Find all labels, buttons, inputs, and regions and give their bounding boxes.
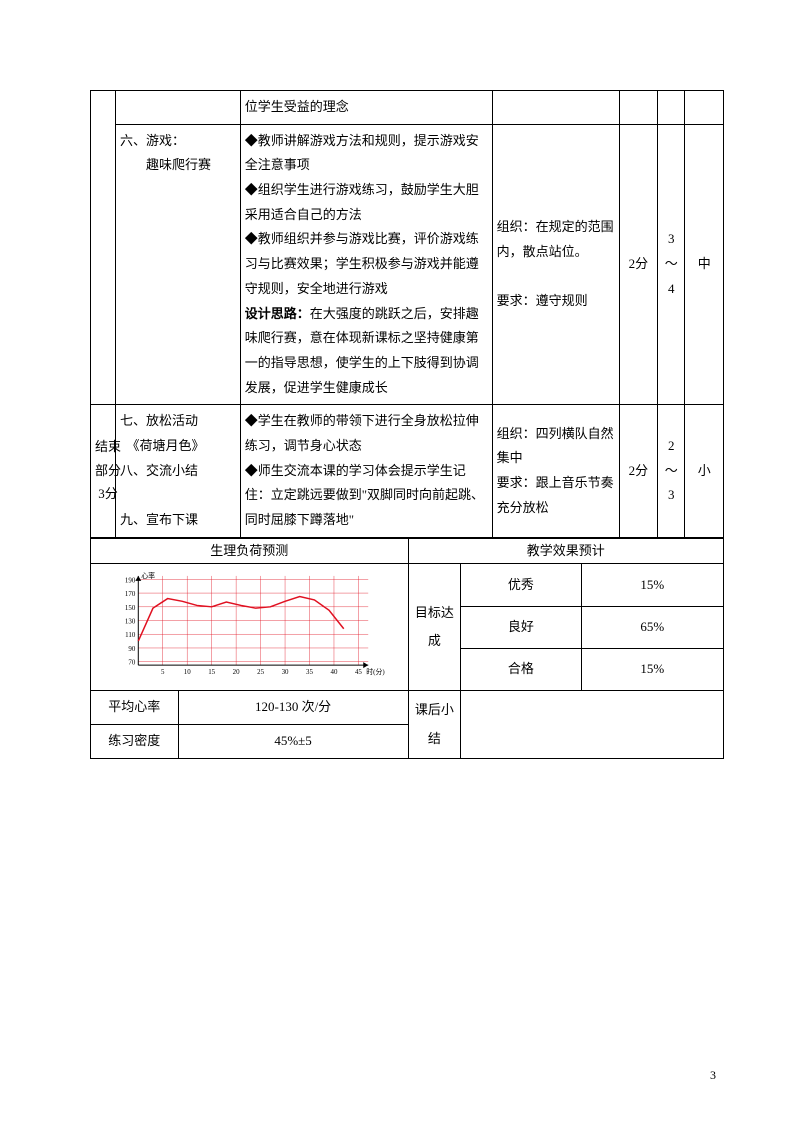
effect-pass-label: 合格: [461, 649, 581, 691]
svg-text:170: 170: [125, 592, 136, 599]
part-conclusion: 结束部分 3分: [91, 405, 116, 537]
summary-table: 生理负荷预测 教学效果预计 5 10 15 20 25 30 35 40 45 70 90 110 13…: [90, 538, 724, 760]
effect-pass-value: 15%: [581, 649, 723, 691]
heart-rate-value: 120-130 次/分: [178, 691, 408, 725]
svg-text:时(分): 时(分): [366, 668, 384, 677]
lesson-plan-table: 位学生受益的理念 六、游戏： 趣味爬行赛 ◆教师讲解游戏方法和规则，提示游戏安全…: [90, 90, 724, 538]
org-conclusion: 组织：四列横队自然集中 要求：跟上音乐节奏充分放松: [492, 405, 619, 537]
time-cell-blank: [619, 91, 658, 125]
heart-rate-label: 平均心率: [91, 691, 179, 725]
effect-good-value: 65%: [581, 606, 723, 648]
section-game: 六、游戏： 趣味爬行赛: [115, 124, 240, 405]
content-conclusion: ◆学生在教师的带领下进行全身放松拉伸练习，调节身心状态 ◆师生交流本课的学习体会…: [240, 405, 492, 537]
svg-text:10: 10: [184, 670, 191, 677]
time-conclusion: 2分: [619, 405, 658, 537]
goal-label: 目标达成: [408, 564, 461, 691]
svg-text:15: 15: [208, 670, 215, 677]
svg-text:70: 70: [128, 660, 135, 667]
section-cell-blank: [115, 91, 240, 125]
svg-text:90: 90: [128, 646, 135, 653]
org-cell-blank: [492, 91, 619, 125]
part-column-blank: [91, 91, 116, 405]
svg-text:130: 130: [125, 619, 136, 626]
level-cell-blank: [685, 91, 724, 125]
svg-text:20: 20: [233, 670, 240, 677]
level-game: 中: [685, 124, 724, 405]
svg-text:110: 110: [125, 633, 136, 640]
svg-text:150: 150: [125, 605, 136, 612]
level-conclusion: 小: [685, 405, 724, 537]
chart-cell: 5 10 15 20 25 30 35 40 45 70 90 110 130 150 170 190 心率时(…: [91, 564, 409, 691]
svg-text:25: 25: [257, 670, 264, 677]
svg-text:45: 45: [355, 670, 362, 677]
heart-rate-chart: 5 10 15 20 25 30 35 40 45 70 90 110 130 150 170 190 心率时(…: [95, 568, 404, 679]
physio-header: 生理负荷预测: [91, 538, 409, 564]
effect-header: 教学效果预计: [408, 538, 723, 564]
svg-text:心率: 心率: [141, 571, 155, 580]
effect-excellent-label: 优秀: [461, 564, 581, 606]
svg-text:35: 35: [306, 670, 313, 677]
effect-good-label: 良好: [461, 606, 581, 648]
density-label: 练习密度: [91, 725, 179, 759]
content-cell-row0: 位学生受益的理念: [240, 91, 492, 125]
intensity-cell-blank: [658, 91, 685, 125]
content-game: ◆教师讲解游戏方法和规则，提示游戏安全注意事项 ◆组织学生进行游戏练习，鼓励学生…: [240, 124, 492, 405]
intensity-conclusion: 2 ～ 3: [658, 405, 685, 537]
density-value: 45%±5: [178, 725, 408, 759]
svg-text:40: 40: [331, 670, 338, 677]
svg-text:190: 190: [125, 578, 136, 585]
postclass-content: [461, 691, 724, 759]
section-conclusion: 七、放松活动 《荷塘月色》 八、交流小结 九、宣布下课: [115, 405, 240, 537]
page-number: 3: [710, 1068, 716, 1083]
postclass-label: 课后小结: [408, 691, 461, 759]
org-game: 组织：在规定的范围内，散点站位。 要求：遵守规则: [492, 124, 619, 405]
intensity-game: 3 ～ 4: [658, 124, 685, 405]
time-game: 2分: [619, 124, 658, 405]
svg-text:5: 5: [161, 670, 165, 677]
svg-text:30: 30: [282, 670, 289, 677]
effect-excellent-value: 15%: [581, 564, 723, 606]
